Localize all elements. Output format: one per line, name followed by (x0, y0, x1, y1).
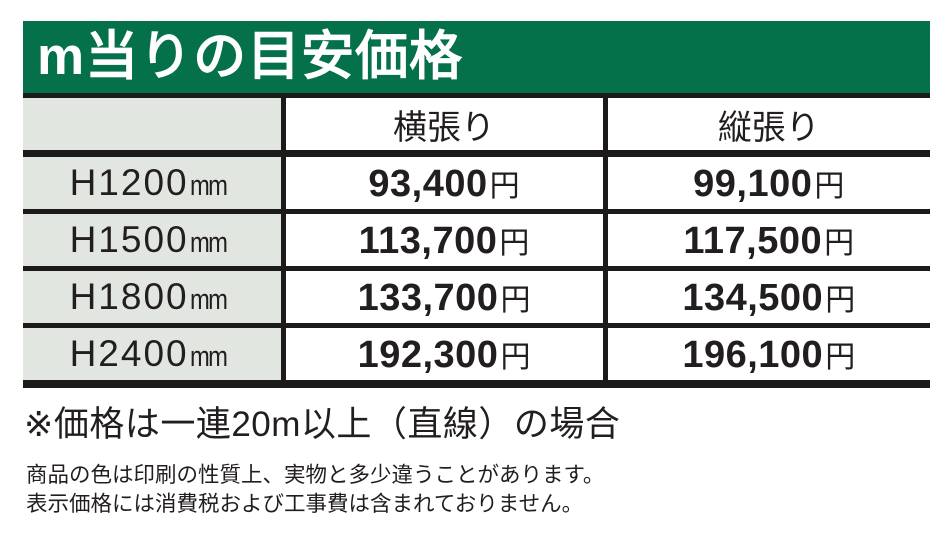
column-header-yokobari: 横張り (283, 98, 608, 157)
height-value: H1200 (69, 162, 189, 203)
price-value: 133,700 (357, 276, 499, 319)
table-header-row: 横張り 縦張り (23, 98, 930, 157)
height-value: H2400 (69, 333, 189, 374)
price-value: 93,400 (368, 162, 488, 205)
price-cell-vertical: 134,500円 (605, 268, 930, 328)
corner-cell (23, 98, 286, 157)
row-header-h1800: H1800mm (23, 268, 286, 328)
height-unit: mm (189, 227, 228, 259)
currency-suffix: 円 (489, 169, 520, 203)
price-value: 117,500 (683, 219, 823, 262)
height-unit: mm (189, 284, 228, 316)
price-cell-horizontal: 133,700円 (283, 268, 608, 328)
currency-suffix: 円 (824, 226, 855, 260)
price-cell-vertical: 99,100円 (605, 153, 930, 214)
table-row: H1500mm 113,700円 117,500円 (23, 211, 930, 271)
table-row: H1200mm 93,400円 99,100円 (23, 153, 930, 214)
footnote-tax-disclaimer: 表示価格には消費税および工事費は含まれておりません。 (26, 492, 584, 516)
price-value: 196,100 (682, 333, 824, 376)
currency-suffix: 円 (500, 283, 531, 317)
height-value: H1500 (69, 219, 189, 260)
table-row: H2400mm 192,300円 196,100円 (23, 325, 930, 388)
price-cell-vertical: 196,100円 (605, 325, 930, 388)
price-condition-note: ※価格は一連20m以上（直線）の場合 (24, 405, 621, 444)
currency-suffix: 円 (499, 226, 530, 260)
price-cell-vertical: 117,500円 (605, 211, 930, 271)
price-value: 113,700 (358, 219, 498, 262)
currency-suffix: 円 (825, 340, 856, 374)
height-unit: mm (189, 170, 228, 202)
price-value: 192,300 (357, 333, 499, 376)
price-value: 134,500 (682, 276, 824, 319)
section-title: m当りの目安価格 (37, 26, 464, 86)
section-header-banner: m当りの目安価格 (23, 21, 930, 98)
row-header-h2400: H2400mm (23, 325, 286, 388)
footnotes: 商品の色は印刷の性質上、実物と多少違うことがあります。 表示価格には消費税および… (26, 461, 604, 519)
footnote-color-disclaimer: 商品の色は印刷の性質上、実物と多少違うことがあります。 (26, 463, 605, 487)
price-cell-horizontal: 192,300円 (283, 325, 608, 388)
row-header-h1500: H1500mm (23, 211, 286, 271)
height-value: H1800 (69, 276, 189, 317)
price-cell-horizontal: 93,400円 (283, 153, 608, 214)
price-table: 横張り 縦張り H1200mm 93,400円 99,100円 H1500mm (23, 98, 930, 388)
price-value: 99,100 (693, 162, 813, 205)
row-header-h1200: H1200mm (23, 153, 286, 214)
height-unit: mm (189, 341, 228, 373)
table-row: H1800mm 133,700円 134,500円 (23, 268, 930, 328)
currency-suffix: 円 (825, 283, 856, 317)
currency-suffix: 円 (500, 340, 531, 374)
price-cell-horizontal: 113,700円 (283, 211, 608, 271)
currency-suffix: 円 (814, 169, 845, 203)
column-header-tatebari: 縦張り (605, 98, 930, 157)
